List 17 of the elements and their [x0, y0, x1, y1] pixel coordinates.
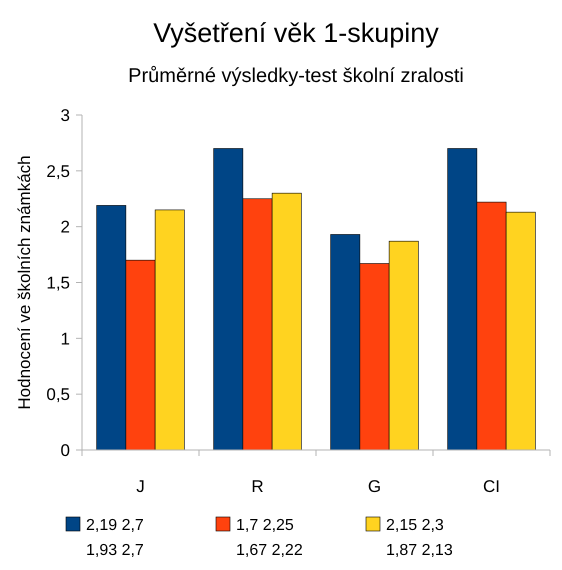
- x-tick-label: G: [368, 477, 382, 496]
- y-tick-label: 0: [60, 440, 70, 460]
- chart-title: Vyšetření věk 1-skupiny: [153, 18, 440, 48]
- y-axis-title: Hodnocení ve školních známkách: [15, 155, 34, 410]
- y-tick-label: 2: [60, 218, 70, 237]
- y-tick-label: 1: [60, 329, 70, 348]
- y-tick-label: 3: [60, 106, 70, 125]
- chart-subtitle: Průměrné výsledky-test školní zralosti: [128, 65, 464, 87]
- x-tick-label: CI: [483, 477, 500, 496]
- y-tick-label: 1,5: [46, 273, 70, 292]
- legend-label: 1,7 2,25 1,67 2,22: [236, 517, 303, 559]
- x-tick-label: J: [136, 477, 145, 496]
- y-tick-label: 2,5: [46, 162, 70, 181]
- y-tick-label: 0,5: [46, 385, 70, 404]
- legend-label: 2,19 2,7 1,93 2,7: [86, 517, 144, 559]
- legend-label: 2,15 2,3 1,87 2,13: [386, 517, 453, 559]
- x-tick-label: R: [251, 477, 264, 496]
